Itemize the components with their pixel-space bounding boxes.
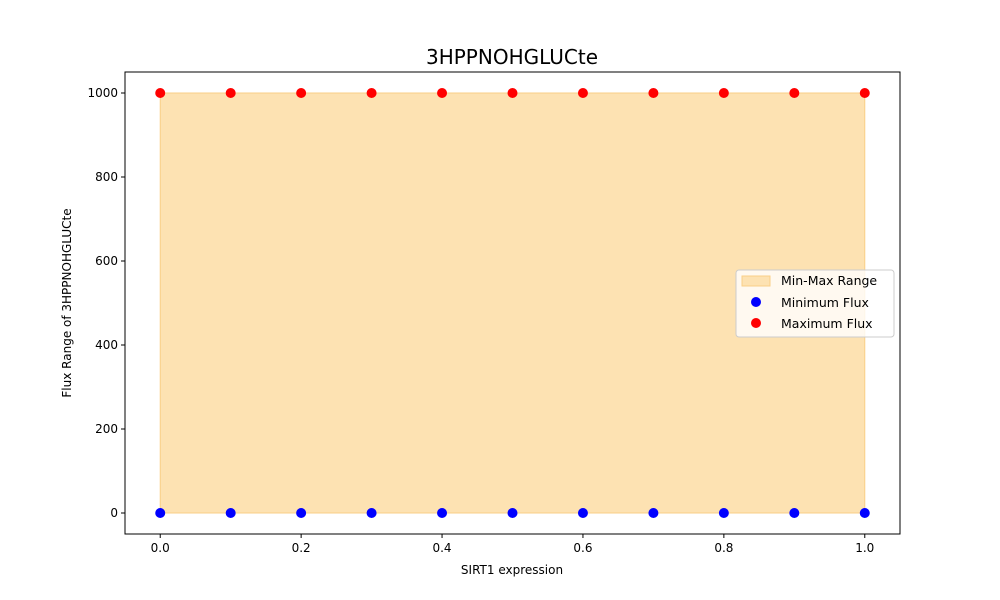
data-point [437,508,448,518]
y-tick-label: 200 [95,422,118,436]
y-tick-label: 0 [110,506,118,520]
legend-swatch-range [741,275,771,287]
axes-frame [124,71,901,535]
x-axis-title: SIRT1 expression [461,563,563,577]
data-point [718,88,729,98]
legend: Min-Max Range Minimum Flux Maximum Flux [735,269,895,338]
data-point [155,508,166,518]
x-tick-label: 0.4 [432,541,451,555]
data-point [859,508,870,518]
data-point [648,88,659,98]
data-point [859,88,870,98]
data-point [225,88,236,98]
series-minimum-flux [155,508,870,518]
data-point [225,508,236,518]
data-point [366,508,377,518]
x-tick-label: 0.6 [573,541,592,555]
y-tick-label: 600 [95,254,118,268]
data-point [296,508,307,518]
y-axis: 0 200 400 600 800 1000 [87,86,125,520]
data-point [296,88,307,98]
legend-label-range: Min-Max Range [781,273,877,288]
legend-box [735,269,895,338]
data-point [366,88,377,98]
x-tick-label: 0.2 [292,541,311,555]
x-axis: 0.0 0.2 0.4 0.6 0.8 1.0 [151,534,874,555]
legend-marker-min [751,297,761,307]
x-tick-label: 0.0 [151,541,170,555]
data-point [789,508,800,518]
data-point [577,88,588,98]
data-point [789,88,800,98]
chart-title: 3HPPNOHGLUCte [426,45,598,69]
legend-label-min: Minimum Flux [781,295,869,310]
y-tick-label: 1000 [87,86,118,100]
data-point [507,88,518,98]
y-tick-label: 800 [95,170,118,184]
y-axis-title: Flux Range of 3HPPNOHGLUCte [60,208,74,397]
x-tick-label: 1.0 [855,541,874,555]
plot-area [155,88,870,518]
data-point [577,508,588,518]
legend-label-max: Maximum Flux [781,316,873,331]
y-tick-label: 400 [95,338,118,352]
data-point [507,508,518,518]
legend-marker-max [751,318,761,328]
series-maximum-flux [155,88,870,98]
data-point [437,88,448,98]
data-point [155,88,166,98]
data-point [718,508,729,518]
data-point [648,508,659,518]
x-tick-label: 0.8 [714,541,733,555]
